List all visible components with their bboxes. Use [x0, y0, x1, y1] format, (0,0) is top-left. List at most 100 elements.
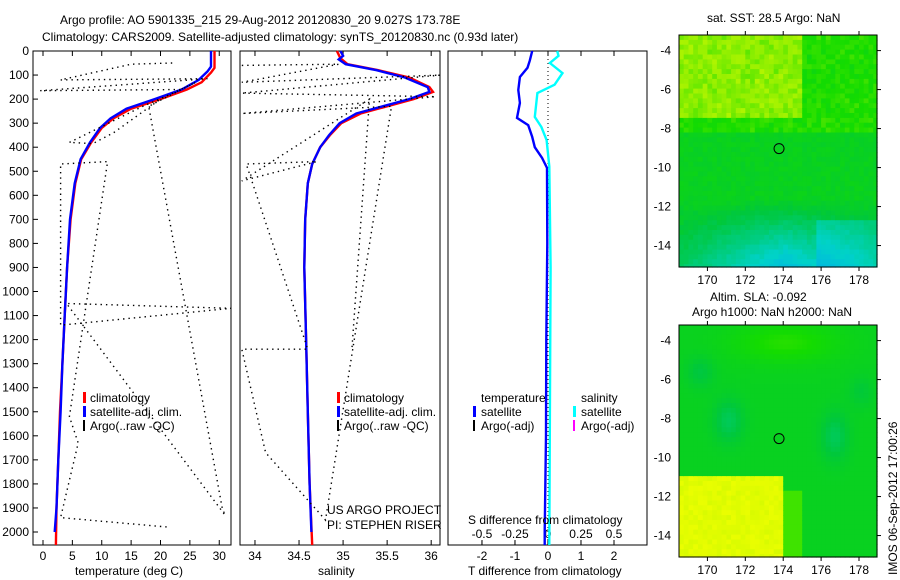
map-cell — [859, 264, 865, 268]
map-cell — [830, 344, 836, 350]
map-cell — [854, 437, 860, 443]
map-cell — [783, 137, 789, 143]
map-cell — [773, 500, 779, 506]
map-cell — [806, 39, 813, 46]
y-tick-label: 800 — [9, 236, 29, 250]
map-cell — [712, 142, 718, 148]
map-cell — [702, 442, 708, 448]
map-cell — [825, 481, 832, 487]
legend-label: Argo(-adj) — [581, 419, 634, 433]
map-cell — [769, 354, 775, 360]
map-cell — [683, 378, 689, 385]
map-cell — [735, 481, 742, 487]
map-cell — [688, 152, 694, 158]
map-cell — [679, 393, 685, 399]
map-cell — [773, 446, 779, 453]
map-cell — [802, 329, 808, 336]
map-cell — [844, 249, 851, 255]
map-cell — [816, 39, 822, 46]
map-cell — [773, 364, 779, 370]
map-cell — [849, 407, 855, 414]
map-cell — [816, 500, 822, 506]
map-cell — [840, 437, 846, 443]
map-cell — [716, 403, 723, 409]
map-cell — [811, 171, 817, 177]
map-cell — [764, 122, 770, 129]
map-cell — [844, 442, 851, 448]
map-cell — [868, 171, 874, 177]
map-cell — [787, 156, 794, 163]
map-cell — [683, 417, 689, 424]
map-cell — [688, 520, 694, 526]
map-cell — [750, 398, 756, 404]
map-cell — [806, 495, 813, 502]
map-cell — [806, 476, 813, 482]
map-cell — [859, 466, 865, 472]
map-cell — [716, 64, 723, 70]
map-cell — [797, 461, 803, 467]
map-cell — [840, 495, 846, 502]
map-cell — [716, 181, 723, 187]
map-cell — [778, 234, 784, 241]
map-cell — [759, 156, 765, 163]
map-cell — [721, 64, 727, 70]
map-cell — [693, 359, 699, 365]
map-cell — [693, 544, 699, 550]
map-cell — [849, 476, 855, 482]
map-cell — [840, 515, 846, 521]
map-cell — [859, 451, 865, 458]
map-cell — [731, 161, 737, 168]
map-cell — [735, 98, 742, 104]
map-cell — [688, 349, 694, 355]
map-cell — [830, 88, 836, 95]
map-cell — [873, 461, 878, 467]
map-cell — [854, 215, 860, 221]
map-cell — [797, 191, 803, 197]
map-cell — [679, 239, 685, 246]
map-cell — [769, 485, 775, 492]
map-cell — [797, 117, 803, 124]
map-cell — [679, 254, 685, 260]
map-cell — [802, 244, 808, 251]
map-cell — [702, 249, 708, 255]
map-cell — [707, 59, 713, 65]
map-cell — [716, 466, 723, 472]
map-cell — [835, 378, 841, 385]
map-cell — [844, 225, 851, 231]
map-cell — [702, 378, 708, 385]
map-cell — [830, 132, 836, 138]
map-cell — [840, 132, 846, 138]
map-cell — [778, 334, 784, 341]
map-cell — [840, 98, 846, 104]
map-cell — [854, 398, 860, 404]
map-cell — [688, 485, 694, 492]
map-cell — [716, 191, 723, 197]
map-cell — [773, 98, 779, 104]
map-cell — [759, 264, 765, 268]
map-cell — [835, 437, 841, 443]
map-cell — [816, 510, 822, 516]
map-cell — [859, 93, 865, 99]
map-cell — [716, 74, 723, 80]
map-cell — [697, 44, 704, 51]
map-cell — [863, 234, 869, 241]
map-cell — [764, 466, 770, 472]
map-cell — [840, 93, 846, 99]
map-cell — [773, 181, 779, 187]
map-cell — [679, 122, 685, 129]
map-cell — [840, 249, 846, 255]
map-cell — [693, 393, 699, 399]
map-cell — [840, 103, 846, 109]
map-cell — [745, 195, 751, 202]
map-cell — [849, 195, 855, 202]
map-cell — [825, 98, 832, 104]
map-cell — [840, 88, 846, 95]
map-cell — [679, 195, 685, 202]
map-cell — [835, 234, 841, 241]
map-cell — [778, 108, 784, 114]
map-cell — [735, 166, 742, 173]
map-cell — [873, 83, 878, 90]
map-cell — [783, 225, 789, 231]
map-cell — [716, 239, 723, 246]
map-cell — [702, 234, 708, 241]
